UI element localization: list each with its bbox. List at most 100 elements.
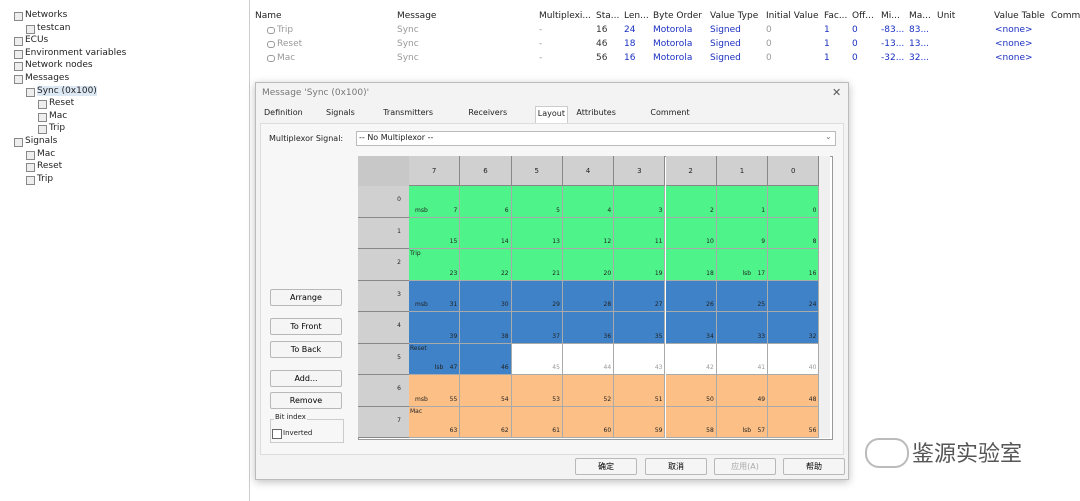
table-cell[interactable]: Motorola (653, 53, 693, 63)
table-cell[interactable]: 32... (909, 53, 930, 63)
tab[interactable]: Receivers (468, 108, 508, 117)
table-cell[interactable]: Motorola (653, 39, 693, 49)
column-header[interactable]: Value Table (994, 11, 1045, 21)
column-header[interactable]: Comm (1051, 11, 1080, 21)
bit-cell[interactable]: 34 (665, 312, 717, 344)
bit-cell[interactable]: 7 msb (409, 186, 461, 218)
column-header[interactable]: Message (397, 11, 437, 21)
tree-item[interactable]: Reset (37, 161, 63, 172)
bit-cell[interactable]: 30 (460, 280, 512, 312)
bit-cell[interactable]: 50 (665, 375, 717, 407)
column-header[interactable]: Ma... (909, 11, 931, 21)
bit-cell[interactable]: 33 (716, 312, 769, 344)
bit-cell[interactable]: 62 (460, 406, 512, 438)
bit-cell[interactable]: 8 (768, 217, 820, 249)
table-cell[interactable]: Motorola (653, 25, 693, 35)
bit-cell[interactable]: 40 (768, 343, 820, 375)
bit-cell[interactable]: 4 (562, 186, 615, 218)
column-header[interactable]: Byte Order (653, 11, 703, 21)
bit-cell[interactable]: 41 (716, 343, 769, 375)
bit-cell[interactable]: 53 (511, 375, 563, 407)
tab[interactable]: Definition (264, 108, 303, 117)
bit-cell[interactable]: 45 (511, 343, 563, 375)
bit-cell[interactable]: 19 (614, 249, 666, 281)
table-cell[interactable]: 0 (852, 53, 858, 63)
tree-item[interactable]: Networks (25, 10, 68, 20)
table-cell[interactable]: 0 (852, 25, 858, 35)
bit-cell[interactable]: 29 (511, 280, 563, 312)
dropdown-arrow[interactable]: ⌄ (825, 132, 832, 141)
table-cell[interactable]: Trip (277, 25, 294, 35)
table-cell[interactable]: -13... (881, 39, 905, 49)
bit-cell[interactable]: 0 (768, 186, 820, 218)
dialog-button[interactable]: 确定 (575, 458, 637, 475)
bit-cell[interactable]: 63 Mac (409, 406, 461, 438)
table-cell[interactable]: 0 (852, 39, 858, 49)
side-button[interactable]: Arrange (270, 289, 342, 306)
tab[interactable]: Signals (326, 108, 355, 117)
bit-cell[interactable]: 44 (562, 343, 615, 375)
bit-cell[interactable]: 3 (614, 186, 666, 218)
column-header[interactable]: Initial Value (766, 11, 819, 21)
bit-cell[interactable]: 46 (460, 343, 512, 375)
bit-cell[interactable]: 10 (665, 217, 717, 249)
bit-cell[interactable]: 2 (665, 186, 717, 218)
bit-cell[interactable]: 16 (768, 249, 820, 281)
table-cell[interactable]: 24 (624, 25, 636, 35)
tree-item[interactable]: ECUs (25, 35, 49, 46)
bit-cell[interactable]: 32 (768, 312, 820, 344)
table-cell[interactable]: Sync (397, 53, 419, 63)
table-cell[interactable]: -32... (881, 53, 905, 63)
table-cell[interactable]: - (539, 25, 543, 35)
column-header[interactable]: Name (255, 11, 282, 21)
table-cell[interactable]: 0 (766, 25, 772, 35)
bit-cell[interactable]: 58 (665, 406, 717, 438)
bit-cell[interactable]: 56 (768, 406, 820, 438)
table-cell[interactable]: 13... (909, 39, 930, 49)
dialog-button[interactable]: 帮助 (783, 458, 845, 475)
bit-cell[interactable]: 12 (562, 217, 615, 249)
bit-cell[interactable]: 49 (716, 375, 769, 407)
table-cell[interactable]: -83... (881, 25, 905, 35)
tree-item[interactable]: Mac (37, 148, 56, 159)
tree-item[interactable]: Signals (25, 136, 58, 146)
table-cell[interactable]: 18 (624, 39, 636, 49)
side-button[interactable]: Remove (270, 392, 342, 409)
table-cell[interactable]: 0 (766, 53, 772, 63)
tree-item[interactable]: Trip (49, 123, 66, 134)
bit-cell[interactable]: 52 (562, 375, 615, 407)
bit-cell[interactable]: 43 (614, 343, 666, 375)
table-cell[interactable]: <none> (995, 53, 1033, 63)
bit-cell[interactable]: 17 lsb (716, 249, 769, 281)
bit-cell[interactable]: 55 msb (409, 375, 461, 407)
table-cell[interactable]: <none> (995, 25, 1033, 35)
table-cell[interactable]: Reset (277, 39, 303, 49)
bit-cell[interactable]: 9 (716, 217, 769, 249)
column-header[interactable]: Value Type (710, 11, 759, 21)
table-cell[interactable]: 56 (596, 53, 608, 63)
table-cell[interactable]: 83... (909, 25, 930, 35)
bit-cell[interactable]: 48 (768, 375, 820, 407)
table-cell[interactable]: 16 (624, 53, 636, 63)
tree-item[interactable]: Sync (0x100) (37, 85, 97, 96)
table-cell[interactable]: 1 (824, 53, 830, 63)
tree-item[interactable]: Network nodes (25, 60, 93, 71)
bit-cell[interactable]: 21 (511, 249, 563, 281)
table-cell[interactable]: - (539, 39, 543, 49)
dialog-button[interactable]: 应用(A) (714, 458, 776, 475)
close-button[interactable]: ✕ (832, 86, 842, 99)
table-cell[interactable]: 16 (596, 25, 608, 35)
bit-cell[interactable]: 27 (614, 280, 666, 312)
table-cell[interactable]: Signed (710, 39, 741, 49)
bit-cell[interactable]: 5 (511, 186, 563, 218)
bit-cell[interactable]: 60 (562, 406, 615, 438)
column-header[interactable]: Multiplexi... (539, 11, 592, 21)
bit-cell[interactable]: 35 (614, 312, 666, 344)
bit-cell[interactable]: 24 (768, 280, 820, 312)
bit-cell[interactable]: 31 msb (409, 280, 461, 312)
table-cell[interactable]: Signed (710, 53, 741, 63)
tree-item[interactable]: Environment variables (25, 47, 127, 58)
bit-cell[interactable]: 54 (460, 375, 512, 407)
table-cell[interactable]: Mac (277, 53, 296, 63)
mux-value[interactable]: -- No Multiplexor -- (359, 133, 434, 142)
